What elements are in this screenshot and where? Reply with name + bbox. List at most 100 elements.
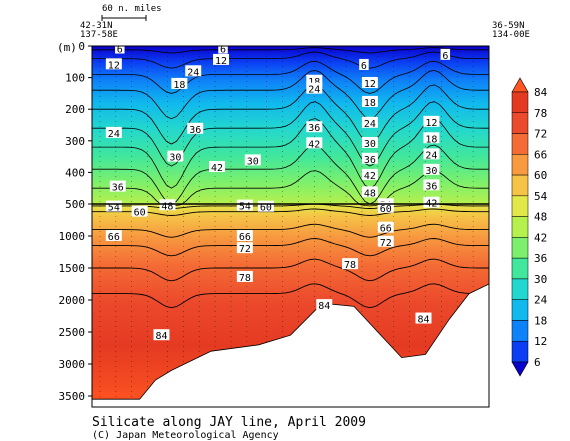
- colorbar-tick-label: 30: [534, 273, 547, 286]
- contour-label-bg: [109, 180, 126, 192]
- contour-label-bg: [359, 58, 369, 70]
- contour-label: 48: [161, 201, 173, 212]
- contour-label-bg: [218, 42, 228, 54]
- contour-label-bg: [342, 258, 359, 270]
- contour-label-bg: [361, 137, 378, 149]
- contour-label: 12: [108, 60, 120, 71]
- colorbar-swatch: [511, 195, 529, 217]
- contour-label: 6: [442, 51, 448, 62]
- depth-tick-label: 2500: [59, 326, 86, 339]
- plot-frame: [91, 45, 490, 408]
- contour-label: 42: [308, 139, 320, 150]
- colorbar-tick-label: 60: [534, 169, 547, 182]
- contour-label: 6: [361, 61, 367, 72]
- contour-line: [92, 144, 489, 205]
- contour-label-bg: [423, 196, 440, 208]
- contour-line: [92, 101, 489, 167]
- contour-label: 24: [187, 67, 199, 78]
- contour-label: 54: [108, 203, 120, 214]
- contour-label: 84: [417, 315, 429, 326]
- contour-label-bg: [423, 132, 440, 144]
- contour-line: [92, 258, 489, 282]
- colorbar-swatch: [511, 91, 529, 114]
- contour-label: 18: [308, 77, 320, 88]
- contour-label-bg: [167, 150, 184, 162]
- contour-label-bg: [361, 152, 378, 164]
- left-station-lon: 137-58E: [80, 30, 118, 40]
- contour-label: 42: [211, 163, 223, 174]
- contour-label: 36: [364, 155, 376, 166]
- colorbar-swatch: [511, 112, 529, 134]
- depth-axis: 0 100 200 300 400 500 1000 1500 2000 2500 3000 3500: [59, 40, 92, 403]
- contour-label-bg: [236, 199, 253, 211]
- colorbar-swatch: [511, 278, 529, 300]
- contour-label-bg: [306, 82, 323, 94]
- contour-line: [92, 118, 489, 189]
- depth-tick-label: 3000: [59, 358, 86, 371]
- contour-label: 18: [364, 98, 376, 109]
- contour-label: 48: [364, 188, 376, 199]
- contour-label-bg: [105, 126, 122, 138]
- contour-label: 30: [364, 139, 376, 150]
- colorbar-tick-label: 84: [534, 86, 548, 99]
- colorbar-swatch: [511, 257, 529, 280]
- contour-label: 6: [220, 45, 226, 56]
- colorbar-tick-label: 48: [534, 211, 547, 224]
- contour-label-bg: [361, 95, 378, 107]
- contour-line: [92, 238, 489, 257]
- colorbar-swatch: [511, 237, 529, 259]
- right-station-lon: 134-00E: [492, 30, 530, 40]
- depth-tick-label: 0: [78, 40, 85, 53]
- depth-tick-label: 3500: [59, 390, 86, 403]
- colorbar-top-arrow: [511, 77, 529, 93]
- colorbar-swatch: [511, 216, 529, 238]
- colorbar-swatch: [511, 174, 529, 197]
- contour-label: 84: [155, 331, 167, 342]
- depth-tick-label: 1000: [59, 230, 86, 243]
- colorbar-tick-label: 54: [534, 190, 548, 203]
- contour-label: 66: [380, 224, 392, 235]
- seafloor-profile: [91, 283, 490, 408]
- contour-label-bg: [306, 137, 323, 149]
- contour-line: [92, 51, 489, 69]
- contour-label-bg: [306, 121, 323, 133]
- contour-label-bg: [209, 161, 226, 173]
- scale-bar: 60 n. miles: [101, 4, 162, 21]
- colorbar-swatch: [511, 320, 529, 342]
- contour-label-bg: [236, 242, 253, 254]
- contour-label: 24: [425, 150, 437, 161]
- depth-tick-label: 100: [65, 72, 85, 85]
- contour-label-bg: [105, 200, 122, 212]
- contour-label-bg: [306, 74, 323, 86]
- contour-label: 30: [425, 166, 437, 177]
- scale-bar-label: 60 n. miles: [102, 4, 162, 14]
- contour-label-bg: [423, 163, 440, 175]
- contour-label-bg: [361, 168, 378, 180]
- contour-label: 36: [308, 123, 320, 134]
- contour-line: [92, 170, 489, 207]
- colorbar-swatch: [511, 340, 529, 363]
- contour-label-bg: [377, 201, 394, 213]
- depth-tick-label: 200: [65, 103, 85, 116]
- depth-tick-label: 1500: [59, 262, 86, 275]
- contour-label-bg: [236, 230, 253, 241]
- contour-line: [92, 84, 489, 145]
- colorbar-tick-label: 78: [534, 107, 547, 120]
- contour-label: 66: [108, 232, 120, 243]
- contour-label-bg: [316, 299, 333, 311]
- contour-label-bg: [361, 76, 378, 88]
- colorbar-swatch: [511, 133, 529, 155]
- contour-label-bg: [115, 42, 125, 54]
- left-station-lat: 42-31N: [80, 21, 113, 31]
- contour-label: 84: [318, 301, 330, 312]
- contour-label-bg: [105, 230, 122, 241]
- contour-line: [92, 60, 489, 94]
- contour-label-bg: [415, 312, 432, 324]
- contour-label: 30: [169, 153, 181, 164]
- contour-label: 60: [380, 204, 392, 215]
- contour-label: 78: [239, 273, 251, 284]
- colorbar-tick-label: 24: [534, 294, 548, 307]
- contour-label-bg: [187, 122, 204, 134]
- contour-line: [92, 208, 489, 216]
- contour-line: [92, 47, 489, 54]
